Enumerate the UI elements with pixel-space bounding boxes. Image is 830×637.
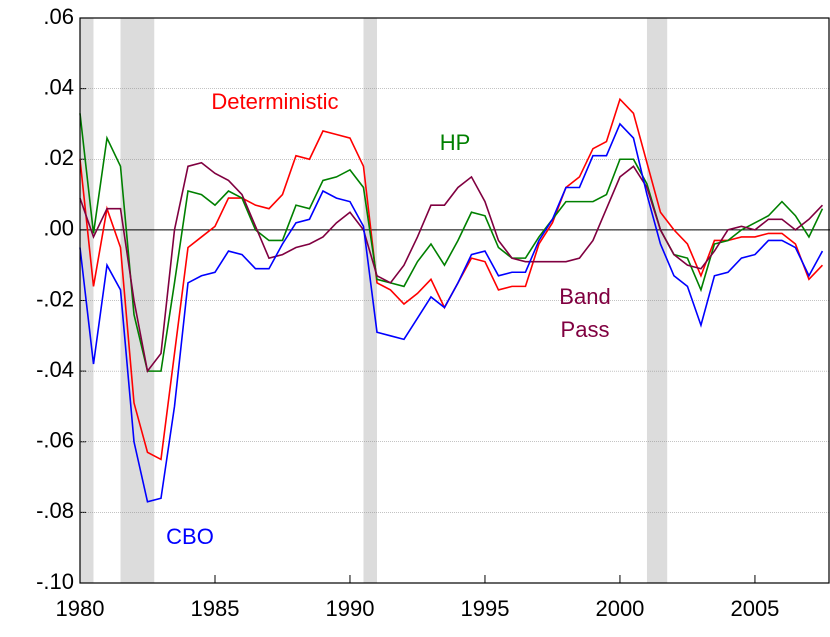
series-label: Deterministic [211, 89, 339, 114]
x-tick-label: 1990 [326, 596, 375, 621]
x-tick-label: 1980 [56, 596, 105, 621]
y-tick-label: -.02 [36, 286, 74, 311]
y-tick-label: .00 [43, 216, 74, 241]
y-tick-label: -.06 [36, 428, 74, 453]
y-tick-label: .02 [43, 145, 74, 170]
y-tick-label: .04 [43, 74, 74, 99]
y-tick-label: -.08 [36, 498, 74, 523]
x-tick-label: 2000 [595, 596, 644, 621]
x-tick-label: 1985 [191, 596, 240, 621]
series-line [79, 113, 824, 372]
series-label: Band Pass [559, 284, 611, 342]
x-tick-label: 1995 [460, 596, 509, 621]
series-label: HP [439, 130, 471, 155]
y-tick-label: -.10 [36, 569, 74, 594]
y-tick-label: -.04 [36, 357, 74, 382]
series-line [79, 122, 824, 503]
series-line [79, 161, 824, 374]
x-tick-label: 2005 [730, 596, 779, 621]
plot-frame [79, 17, 830, 584]
y-tick-label: .06 [43, 4, 74, 29]
series-label: CBO [166, 524, 214, 549]
